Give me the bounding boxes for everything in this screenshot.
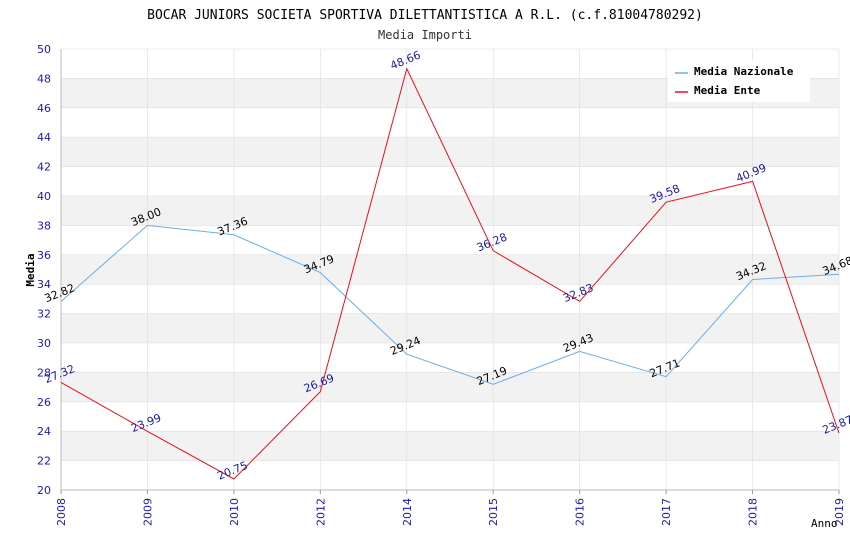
y-axis-label: Media <box>24 253 37 286</box>
x-tick-label: 2017 <box>660 498 673 526</box>
x-tick-label: 2016 <box>574 498 587 526</box>
vertical-gridlines <box>60 49 840 490</box>
chart-subtitle: Media Importi <box>378 28 472 42</box>
grid-bands <box>61 48 839 491</box>
data-label: 48.66 <box>388 49 422 73</box>
legend-box <box>668 60 810 102</box>
y-tick-label: 46 <box>37 102 51 115</box>
data-label: 32.83 <box>561 281 595 305</box>
y-tick-label: 36 <box>37 249 51 262</box>
y-tick-label: 38 <box>37 219 51 232</box>
x-tick-labels: 2008 2009 2010 2012 2014 2015 2016 2017 2018 2019 <box>55 498 846 526</box>
y-tick-label: 28 <box>37 366 51 379</box>
y-tick-labels: 20 22 24 26 28 30 32 34 36 38 40 42 44 46 48 50 <box>37 43 51 497</box>
series-line-media-ente <box>60 67 840 480</box>
y-tick-label: 40 <box>37 190 51 203</box>
y-tick-label: 20 <box>37 484 51 497</box>
data-label: 20.75 <box>216 459 250 483</box>
y-tick-label: 32 <box>37 308 51 321</box>
y-tick-label: 44 <box>37 131 51 144</box>
y-tick-label: 22 <box>37 455 51 468</box>
x-tick-label: 2009 <box>141 498 154 526</box>
x-tick-label: 2012 <box>314 498 327 526</box>
grid-band <box>61 254 839 285</box>
x-tick-label: 2014 <box>401 498 414 526</box>
y-tick-label: 24 <box>37 425 51 438</box>
y-tick-label: 42 <box>37 161 51 174</box>
y-tick-label: 26 <box>37 396 51 409</box>
legend: Media Nazionale Media Ente <box>668 60 810 102</box>
grid-band <box>61 313 839 343</box>
legend-entry-media-nazionale: Media Nazionale <box>694 65 794 78</box>
grid-band <box>61 196 839 226</box>
y-tick-label: 50 <box>37 43 51 56</box>
y-tick-label: 34 <box>37 278 51 291</box>
series-lines <box>60 67 840 480</box>
grid-band <box>61 137 839 167</box>
legend-entry-media-ente: Media Ente <box>694 84 761 97</box>
x-axis-label: Anno <box>811 517 838 530</box>
y-tick-label: 30 <box>37 337 51 350</box>
grid-band <box>61 372 839 402</box>
x-tick-label: 2018 <box>747 498 760 526</box>
data-label: 36.28 <box>475 231 509 255</box>
chart-title: BOCAR JUNIORS SOCIETA SPORTIVA DILETTANT… <box>147 8 703 23</box>
x-tick-label: 2008 <box>55 498 68 526</box>
y-tick-label: 48 <box>37 72 51 85</box>
axes <box>60 49 840 494</box>
x-tick-label: 2015 <box>487 498 500 526</box>
series-line-media-nazionale <box>60 224 840 385</box>
x-tick-label: 2019 <box>833 498 846 526</box>
grid-band <box>61 431 839 461</box>
x-tick-label: 2010 <box>228 498 241 526</box>
